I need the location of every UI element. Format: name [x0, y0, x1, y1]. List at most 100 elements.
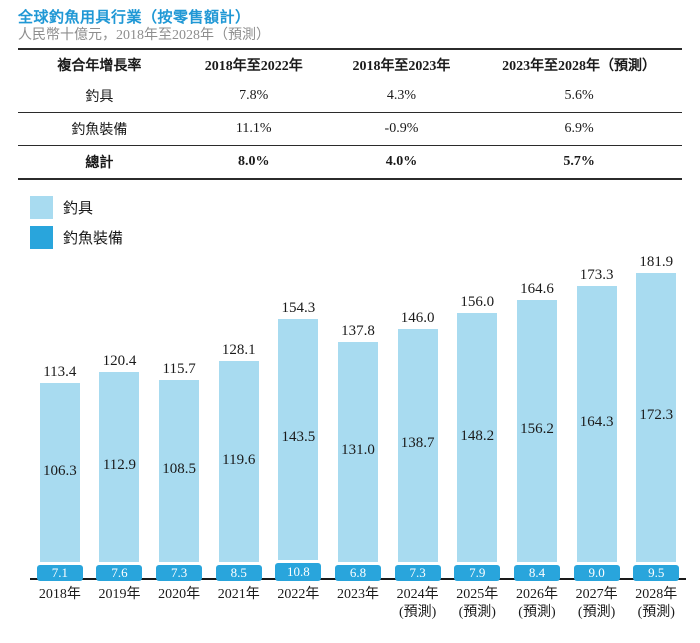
- x-label-year: 2021年: [217, 587, 260, 602]
- x-label-forecast: (預測): [637, 605, 675, 621]
- bar-column: 164.6 156.2 8.4: [507, 250, 567, 581]
- x-label-forecast: (預測): [518, 605, 556, 621]
- bar-segment-tackle: 138.7: [397, 328, 438, 562]
- table-row-tackle: 釣具 7.8% 4.3% 5.6%: [18, 80, 682, 113]
- bar-column: 115.7 108.5 7.3: [149, 250, 209, 581]
- bar-segment-tackle-label: 172.3: [639, 407, 674, 424]
- table-cell: -0.9%: [384, 121, 419, 136]
- bar-segment-tackle-label: 148.2: [460, 427, 495, 444]
- x-label: 2022年: [269, 586, 329, 622]
- table-cell: 7.8%: [239, 88, 269, 103]
- legend-swatch-gear: [30, 226, 53, 249]
- bar-segment-gear: 9.5: [633, 565, 680, 581]
- header-cell-2023-2028: 2023年至2028年（預測）: [502, 59, 657, 74]
- x-label-year: 2022年: [277, 587, 320, 602]
- legend: 釣具 釣魚裝備: [30, 196, 123, 256]
- x-label: 2024年 (預測): [388, 586, 448, 622]
- bar-total-label: 120.4: [102, 353, 137, 370]
- page-title: 全球釣魚用具行業（按零售額計）: [18, 10, 251, 26]
- bar-segment-gear: 10.8: [275, 562, 322, 581]
- bar-total-label: 164.6: [520, 280, 554, 297]
- table-cell: 8.0%: [237, 154, 270, 169]
- bar-segment-tackle: 112.9: [99, 372, 140, 562]
- bar-segment-tackle: 164.3: [576, 285, 617, 562]
- table-cell: 11.1%: [235, 121, 272, 136]
- bar-total-label: 146.0: [400, 309, 435, 326]
- bar-segment-gear: 7.9: [454, 565, 501, 581]
- bar-column: 154.3 143.5 10.8: [269, 250, 329, 581]
- bar-total-label: 115.7: [162, 360, 196, 377]
- bar-segment-tackle: 148.2: [457, 313, 498, 562]
- bar-segment-tackle-label: 156.2: [520, 420, 554, 437]
- bar-segment-gear: 6.8: [335, 565, 382, 581]
- bar-segment-tackle-label: 138.7: [400, 435, 435, 452]
- bar-segment-tackle: 108.5: [159, 379, 200, 562]
- bar-column: 181.9 172.3 9.5: [626, 250, 686, 581]
- bar-segment-gear: 8.5: [215, 565, 262, 581]
- bar-segment-tackle-label: 112.9: [102, 457, 137, 474]
- x-label-year: 2026年: [515, 587, 558, 602]
- header-cell-metric: 複合年增長率: [57, 59, 142, 74]
- x-label: 2027年 (預測): [567, 586, 627, 622]
- bar-segment-tackle: 131.0: [338, 341, 379, 562]
- legend-label: 釣魚裝備: [63, 231, 124, 247]
- header-cell-2018-2022: 2018年至2022年: [204, 59, 303, 74]
- table-row-total: 總計 8.0% 4.0% 5.7%: [18, 146, 682, 180]
- header-cell-2018-2023: 2018年至2023年: [352, 59, 451, 74]
- bars-row: 113.4 106.3 7.1 120.4 112.9 7.6 115.7 108.5 7.3 1…: [30, 250, 686, 581]
- legend-item-tackle: 釣具: [30, 196, 123, 219]
- x-label-year: 2020年: [158, 587, 201, 602]
- bar-column: 156.0 148.2 7.9: [447, 250, 507, 581]
- bar-segment-tackle-label: 119.6: [222, 451, 256, 468]
- bar-column: 113.4 106.3 7.1: [30, 250, 90, 581]
- x-label: 2018年: [30, 586, 90, 622]
- bar-segment-gear: 7.6: [96, 565, 143, 581]
- x-label: 2025年 (預測): [447, 586, 507, 622]
- x-label: 2021年: [209, 586, 269, 622]
- bar-segment-gear: 7.1: [36, 565, 83, 581]
- bar-total-label: 154.3: [281, 299, 316, 316]
- bar-segment-gear: 7.3: [156, 565, 203, 581]
- bar-total-label: 128.1: [221, 342, 256, 359]
- bar-segment-tackle-label: 164.3: [579, 414, 614, 431]
- bar-column: 173.3 164.3 9.0: [567, 250, 627, 581]
- table-cell: 4.0%: [385, 154, 418, 169]
- x-label-year: 2025年: [456, 587, 499, 602]
- x-label-year: 2028年: [635, 587, 678, 602]
- bar-total-label: 137.8: [341, 322, 375, 339]
- x-label-year: 2019年: [98, 587, 141, 602]
- x-label: 2023年: [328, 586, 388, 622]
- x-label: 2020年: [149, 586, 209, 622]
- table-cell: 6.9%: [564, 121, 594, 136]
- x-label-year: 2023年: [337, 587, 380, 602]
- bar-segment-tackle-label: 143.5: [281, 429, 316, 446]
- x-label: 2028年 (預測): [626, 586, 686, 622]
- bar-segment-gear: 7.3: [394, 565, 441, 581]
- legend-swatch-tackle: [30, 196, 53, 219]
- bar-segment-tackle: 119.6: [218, 361, 259, 562]
- bar-segment-gear: 9.0: [573, 565, 620, 581]
- bar-total-label: 156.0: [460, 294, 495, 311]
- legend-item-gear: 釣魚裝備: [30, 226, 123, 249]
- bar-segment-tackle: 143.5: [278, 318, 319, 560]
- bar-segment-tackle: 172.3: [636, 272, 677, 562]
- bar-column: 146.0 138.7 7.3: [388, 250, 448, 581]
- bar-segment-tackle: 156.2: [516, 299, 557, 562]
- row-label: 釣具: [85, 90, 114, 105]
- stacked-bar-chart: 113.4 106.3 7.1 120.4 112.9 7.6 115.7 108.5 7.3 1…: [30, 250, 686, 622]
- bar-segment-tackle-label: 131.0: [341, 442, 375, 459]
- page-subtitle: 人民幣十億元，2018年至2028年（預測）: [18, 28, 270, 43]
- table-cell: 5.7%: [563, 154, 595, 169]
- row-label: 總計: [85, 156, 114, 171]
- x-label-forecast: (預測): [577, 605, 616, 621]
- x-label-forecast: (預測): [458, 605, 496, 621]
- bar-column: 137.8 131.0 6.8: [328, 250, 388, 581]
- table-cell: 5.6%: [564, 88, 594, 103]
- bar-segment-tackle-label: 108.5: [162, 460, 196, 477]
- x-label-year: 2018年: [38, 587, 81, 602]
- cagr-table: 複合年增長率 2018年至2022年 2018年至2023年 2023年至202…: [18, 48, 682, 180]
- x-label-year: 2024年: [396, 587, 439, 602]
- x-label-forecast: (預測): [399, 605, 437, 621]
- x-label: 2026年 (預測): [507, 586, 567, 622]
